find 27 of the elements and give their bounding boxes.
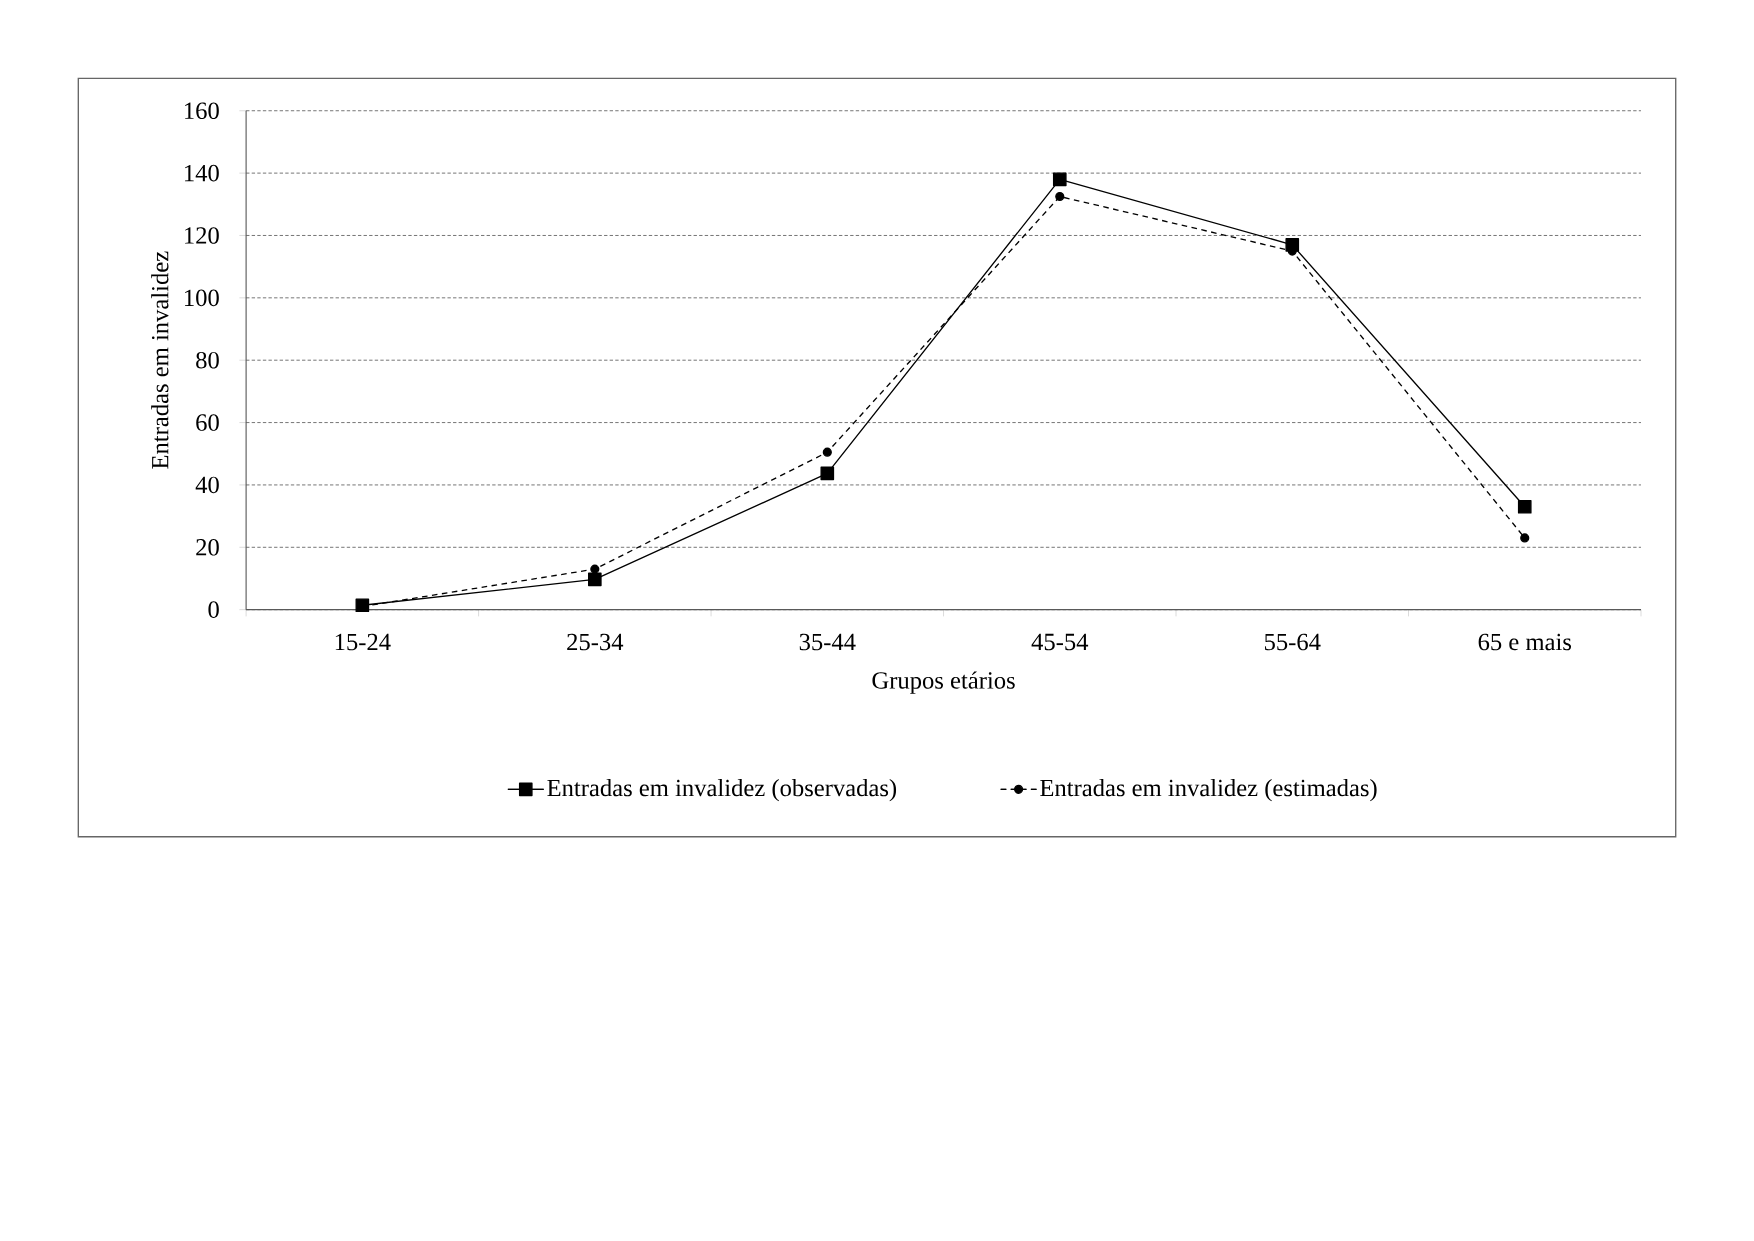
point	[1055, 192, 1065, 202]
y-tick-label: 120	[185, 227, 219, 244]
y-tick-label: 100	[185, 289, 219, 307]
y-tick-label: 80	[196, 352, 219, 369]
point	[1520, 533, 1530, 543]
y-tick-label: 20	[196, 539, 219, 556]
y-tick-label: 60	[196, 414, 219, 432]
point	[588, 572, 602, 587]
x-tick-label: 25-34	[567, 633, 624, 651]
y-axis-title: Entradas em invalidez	[151, 251, 169, 470]
y-tick-label: 140	[185, 165, 219, 182]
x-tick-label: 65 e mais	[1478, 633, 1572, 651]
y-tick-label: 40	[195, 476, 219, 494]
legend-label: Entradas em invalidez (estimadas)	[1040, 779, 1377, 802]
x-tick-label: 55-64	[1264, 633, 1321, 651]
point	[820, 466, 835, 481]
x-axis-title: Grupos etários	[872, 671, 1015, 694]
point	[1052, 172, 1067, 187]
point	[590, 564, 600, 574]
x-tick-label: 35-44	[799, 633, 856, 651]
point	[822, 447, 832, 457]
x-tick-label: 45-54	[1031, 633, 1089, 651]
legend-label: Entradas em invalidez (observadas)	[547, 779, 897, 802]
x-tick-label: 15-24	[335, 633, 391, 651]
y-tick-label: 0	[208, 601, 219, 619]
y-tick-label: 160	[185, 102, 219, 120]
point	[1517, 500, 1532, 514]
